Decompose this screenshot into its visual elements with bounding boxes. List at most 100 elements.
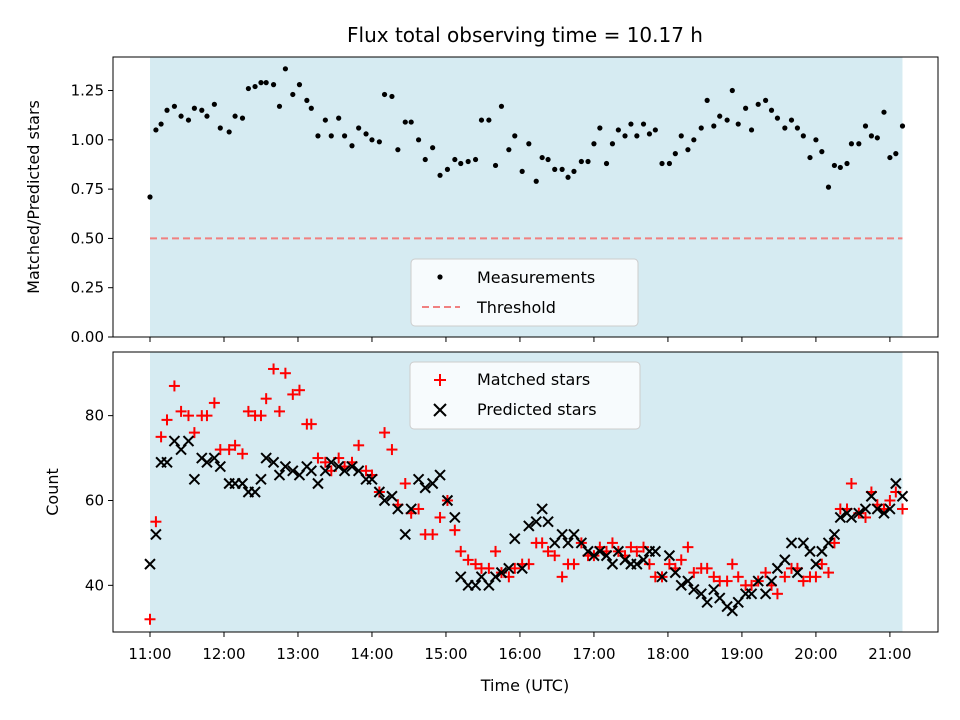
matched-star-point: [688, 567, 700, 579]
measurement-point: [704, 97, 710, 103]
matched-star-point: [606, 537, 618, 549]
y-tick-label: 0.75: [71, 180, 104, 198]
matched-star-point: [470, 558, 482, 570]
predicted-star-point: [695, 588, 707, 600]
predicted-star-point: [631, 558, 643, 570]
matched-star-point: [353, 439, 365, 451]
matched-star-point: [312, 452, 324, 464]
measurement-point: [825, 184, 832, 190]
measurement-point: [486, 117, 492, 123]
measurement-point: [788, 117, 795, 123]
predicted-star-point: [779, 554, 791, 566]
y-tick-label: 80: [85, 407, 104, 425]
predicted-star-point: [319, 465, 332, 477]
matched-star-point: [760, 567, 772, 579]
predicted-star-point: [182, 435, 195, 447]
measurement-point: [506, 147, 512, 153]
predicted-star-point: [637, 554, 650, 566]
measurement-point: [276, 103, 283, 109]
top-legend-box: [410, 258, 639, 327]
predicted-star-point: [523, 520, 535, 532]
predicted-star-point: [701, 596, 713, 609]
measurement-point: [315, 133, 321, 139]
matched-star-point: [896, 503, 908, 515]
measurement-point: [763, 97, 769, 103]
matched-star-point: [155, 431, 167, 443]
matched-star-point: [144, 613, 156, 625]
predicted-star-point: [144, 558, 156, 570]
matched-star-point: [319, 456, 331, 468]
predicted-star-point: [530, 515, 542, 528]
measurement-point: [628, 121, 634, 127]
predicted-star-point: [582, 545, 594, 558]
bottom-x-ticks: 11:00 12:00 13:00 14:00 15:00 16:00 17:00 18:00…: [128, 632, 912, 663]
predicted-star-point: [865, 490, 878, 502]
y-tick-label: 1.25: [71, 82, 104, 100]
measurement-point: [171, 103, 178, 109]
x-tick-label: 17:00: [572, 645, 615, 663]
y-tick-label: 1.00: [71, 131, 104, 149]
measurement-point: [478, 117, 485, 123]
predicted-star-point: [810, 558, 822, 570]
matched-star-point: [413, 503, 425, 515]
measurement-point: [308, 105, 314, 111]
predicted-star-point: [562, 537, 574, 549]
x-tick-label: 12:00: [202, 645, 245, 663]
measurement-point: [402, 119, 408, 125]
x-tick-label: 18:00: [646, 645, 689, 663]
predicted-star-point: [168, 435, 181, 447]
matched-star-point: [638, 541, 650, 553]
measurement-point: [844, 160, 850, 167]
x-tick-label: 19:00: [720, 645, 763, 663]
measurement-point: [336, 115, 342, 121]
matched-star-point: [822, 567, 834, 579]
matched-star-point: [182, 410, 194, 422]
x-axis-label: Time (UTC): [480, 676, 569, 695]
predicted-star-point: [312, 477, 324, 490]
matched-star-point: [721, 575, 733, 587]
bottom-axes-frame: [112, 351, 939, 633]
matched-star-point: [427, 528, 439, 540]
predicted-star-point: [896, 490, 909, 502]
measurement-point: [685, 147, 691, 153]
measurement-point: [356, 125, 362, 131]
measurement-point: [678, 133, 684, 139]
predicted-star-point: [594, 545, 606, 558]
measurement-point: [659, 160, 665, 167]
predicted-star-point: [688, 583, 700, 596]
matched-star-point: [884, 494, 896, 506]
matched-star-point: [509, 562, 521, 574]
predicted-star-point: [588, 549, 600, 562]
measurement-point: [258, 80, 264, 86]
measurement-point: [430, 145, 436, 151]
measurement-points: [147, 66, 906, 200]
predicted-star-point: [619, 554, 631, 566]
predicted-star-point: [188, 473, 201, 485]
measurement-point: [691, 137, 697, 143]
measurement-point: [526, 141, 532, 147]
bottom-panel: 40 60 80 11:00 12:00 13:00 14:00 15:00 16:00 17:…: [43, 351, 939, 695]
measurement-point: [217, 125, 223, 131]
y-tick-label: 0.00: [71, 328, 104, 346]
measurement-point: [232, 113, 238, 119]
measurement-point: [437, 172, 443, 178]
legend-matched-label: Matched stars: [477, 370, 590, 389]
measurement-point: [492, 162, 499, 169]
predicted-star-point: [785, 537, 798, 549]
predicted-star-point: [600, 549, 613, 562]
matched-star-point: [386, 444, 398, 456]
predicted-star-point: [208, 452, 221, 464]
legend-predicted-marker: [433, 403, 447, 417]
predicted-star-point: [575, 537, 588, 549]
measurement-point: [848, 141, 855, 147]
matched-star-point: [708, 571, 720, 583]
measurement-point: [748, 127, 755, 133]
measurement-point: [585, 158, 591, 165]
predicted-star-point: [884, 503, 896, 515]
matched-star-point: [188, 427, 200, 439]
top-x-ticks: [149, 337, 891, 342]
measurement-point: [782, 125, 788, 131]
predicted-star-point: [745, 588, 758, 600]
measurement-point: [646, 131, 653, 137]
matched-star-point: [771, 588, 783, 600]
